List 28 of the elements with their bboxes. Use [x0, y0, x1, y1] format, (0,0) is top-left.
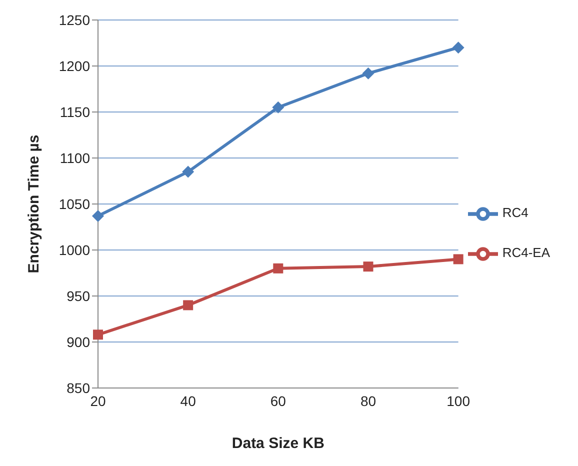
- y-axis-title: Encryption Time µs: [25, 134, 42, 274]
- y-tick-label: 1150: [60, 104, 90, 120]
- point: [93, 330, 103, 340]
- point: [273, 263, 284, 274]
- point: [182, 166, 194, 178]
- y-tick-label: 1200: [58, 58, 90, 74]
- point: [362, 67, 374, 80]
- x-axis-title: Data Size KB: [232, 435, 325, 452]
- y-tick-label: 950: [66, 288, 90, 304]
- point: [183, 300, 194, 310]
- y-tick-label: 1100: [60, 150, 90, 166]
- y-tick-label: 850: [66, 380, 90, 396]
- legend-label: RC4-EA: [502, 245, 550, 260]
- point: [363, 262, 374, 272]
- legend-label: RC4: [502, 205, 528, 220]
- x-tick-label: 100: [446, 392, 470, 409]
- y-tick-label: 1250: [58, 12, 90, 28]
- x-tick-label: 20: [90, 392, 106, 409]
- y-tick-label: 900: [66, 334, 90, 350]
- point: [272, 101, 284, 114]
- x-tick-label: 80: [360, 392, 376, 409]
- y-tick-label: 1000: [58, 242, 90, 258]
- x-tick-label: 40: [180, 392, 196, 409]
- point: [92, 210, 104, 222]
- point: [453, 254, 464, 264]
- x-tick-label: 60: [270, 392, 286, 409]
- y-tick-label: 1050: [58, 196, 90, 212]
- point: [452, 42, 464, 54]
